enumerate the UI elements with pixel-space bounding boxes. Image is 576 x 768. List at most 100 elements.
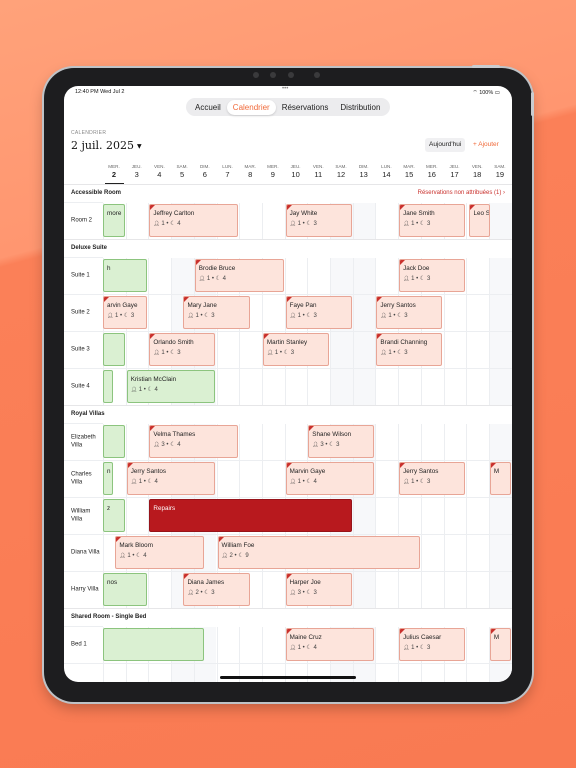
booking[interactable] (103, 628, 205, 661)
unpaid-corner-marker (286, 629, 292, 634)
booking[interactable]: M (489, 462, 511, 495)
booking[interactable]: Jerry Santos 👤︎ 1 • ☾ 3 (399, 462, 466, 495)
day-column-header[interactable]: JEU. 10 (285, 164, 307, 179)
day-column-header[interactable]: JEU. 17 (444, 164, 466, 179)
day-number: 11 (314, 170, 323, 179)
booking[interactable]: Julius Caesar 👤︎ 1 • ☾ 3 (399, 628, 466, 661)
grid-line (307, 184, 309, 682)
booking[interactable]: M (489, 628, 511, 661)
booking[interactable]: Harper Joe 👤︎ 3 • ☾ 3 (285, 573, 352, 606)
person-icon: 👤︎ (403, 479, 410, 485)
booking-meta: 👤︎ 1 • ☾ 3 (267, 349, 294, 356)
person-icon: 👤︎ (266, 350, 274, 356)
booking-meta: 👤︎ 1 • ☾ 4 (290, 478, 317, 485)
booking[interactable]: Shane Wilson 👤︎ 3 • ☾ 3 (308, 425, 375, 458)
day-column-header[interactable]: DIM. 13 (353, 164, 375, 179)
section-header: Deluxe Suite (64, 239, 512, 258)
moon-icon: ☾ (306, 313, 312, 319)
unassigned-reservations-link[interactable]: Réservations non attribuées (1) › (417, 190, 505, 196)
moon-icon: ☾ (397, 350, 403, 356)
day-column-header[interactable]: MAR. 8 (239, 164, 261, 179)
booking[interactable]: Brodie Bruce 👤︎ 1 • ☾ 4 (194, 259, 284, 292)
booking[interactable]: arvin Gaye 👤︎ 1 • ☾ 3 (103, 296, 148, 329)
tab-accueil[interactable]: Accueil (195, 102, 221, 112)
booking[interactable]: more (103, 204, 125, 237)
day-column-header[interactable]: MER. 16 (421, 164, 443, 179)
top-button (472, 65, 500, 68)
guest-count: 1 • (295, 313, 307, 319)
day-number: 3 (134, 170, 139, 179)
day-column-header[interactable]: MER. 2 (103, 164, 125, 179)
booking-meta: 👤︎ 1 • ☾ 4 (290, 644, 317, 651)
day-column-header[interactable]: LUN. 7 (217, 164, 239, 179)
booking[interactable]: Jerry Santos 👤︎ 1 • ☾ 3 (376, 296, 443, 329)
booking[interactable]: nos (103, 573, 148, 606)
booking[interactable] (103, 333, 125, 366)
booking[interactable]: Jay White 👤︎ 1 • ☾ 3 (285, 204, 352, 237)
unpaid-corner-marker (490, 463, 496, 468)
booking[interactable]: Mary Jane 👤︎ 1 • ☾ 3 (183, 296, 250, 329)
day-column-header[interactable]: VEN. 4 (148, 164, 170, 179)
day-column-header[interactable]: JEU. 3 (126, 164, 148, 179)
add-button[interactable]: + Ajouter (473, 141, 499, 148)
multitask-dots[interactable]: ••• (282, 86, 289, 92)
day-column-header[interactable]: DIM. 6 (194, 164, 216, 179)
unpaid-corner-marker (116, 537, 122, 542)
booking[interactable]: Orlando Smith 👤︎ 1 • ☾ 3 (149, 333, 216, 366)
booking[interactable]: Jane Smith 👤︎ 1 • ☾ 3 (399, 204, 466, 237)
tab-calendrier[interactable]: Calendrier (226, 99, 276, 115)
row-divider (64, 571, 512, 572)
block-repairs[interactable]: Repairs (149, 499, 352, 532)
booking[interactable]: William Foe 👤︎ 2 • ☾ 9 (217, 536, 420, 569)
wifi-icon: ⌔ (472, 90, 480, 96)
booking[interactable]: Brandi Channing 👤︎ 1 • ☾ 3 (376, 333, 443, 366)
booking[interactable]: Mark Bloom 👤︎ 1 • ☾ 4 (115, 536, 205, 569)
booking[interactable]: Velma Thames 👤︎ 3 • ☾ 4 (149, 425, 239, 458)
day-column-header[interactable]: VEN. 18 (466, 164, 488, 179)
day-number: 18 (473, 170, 482, 179)
booking[interactable]: z (103, 499, 125, 532)
battery-icon: ▭ (494, 90, 500, 96)
guest-name: Orlando Smith (153, 339, 194, 346)
booking[interactable]: Diana James 👤︎ 2 • ☾ 3 (183, 573, 250, 606)
guest-name: M (493, 634, 500, 641)
day-column-header[interactable]: LUN. 14 (375, 164, 397, 179)
guest-name: nos (107, 579, 118, 586)
tab-réservations[interactable]: Réservations (281, 102, 329, 112)
today-button[interactable]: Aujourd'hui (425, 138, 466, 152)
day-column-header[interactable]: VEN. 11 (307, 164, 329, 179)
booking[interactable] (103, 370, 114, 403)
booking[interactable]: Maine Cruz 👤︎ 1 • ☾ 4 (285, 628, 375, 661)
booking[interactable]: Marvin Gaye 👤︎ 1 • ☾ 4 (285, 462, 375, 495)
booking-meta: 👤︎ 1 • ☾ 3 (290, 312, 317, 319)
booking[interactable]: h (103, 259, 148, 292)
day-column-header[interactable]: SAM. 5 (171, 164, 193, 179)
booking[interactable]: Jeffrey Carlton 👤︎ 1 • ☾ 4 (149, 204, 239, 237)
unpaid-corner-marker (400, 260, 406, 265)
booking[interactable]: Leo Sincl (469, 204, 491, 237)
current-date: 2 juil. 2025 (71, 139, 135, 152)
unpaid-corner-marker (286, 297, 292, 302)
day-column-header[interactable]: SAM. 12 (330, 164, 352, 179)
booking[interactable]: Faye Pan 👤︎ 1 • ☾ 3 (285, 296, 352, 329)
booking[interactable]: Martin Stanley 👤︎ 1 • ☾ 3 (262, 333, 329, 366)
guest-name: Mark Bloom (119, 542, 153, 549)
booking[interactable] (103, 425, 125, 458)
grid-line (420, 184, 422, 682)
date-picker[interactable]: 2 juil. 2025 ▼ (71, 139, 142, 152)
room-name: Suite 4 (71, 383, 90, 390)
day-column-header[interactable]: MAR. 15 (398, 164, 420, 179)
booking[interactable]: Kristian McClain 👤︎ 1 • ☾ 4 (126, 370, 216, 403)
booking-meta: 👤︎ 1 • ☾ 3 (403, 478, 430, 485)
guest-name: Jeffrey Carlton (153, 210, 195, 217)
tab-distribution[interactable]: Distribution (340, 102, 381, 112)
booking[interactable]: Jerry Santos 👤︎ 1 • ☾ 4 (126, 462, 216, 495)
home-indicator[interactable] (220, 676, 356, 679)
booking[interactable]: n C (103, 462, 114, 495)
volume-button (531, 92, 534, 116)
person-icon: 👤︎ (130, 479, 138, 485)
booking[interactable]: Jack Doe 👤︎ 1 • ☾ 3 (399, 259, 466, 292)
room-name: Diana Villa (71, 549, 100, 556)
day-column-header[interactable]: SAM. 19 (489, 164, 511, 179)
day-column-header[interactable]: MER. 9 (262, 164, 284, 179)
